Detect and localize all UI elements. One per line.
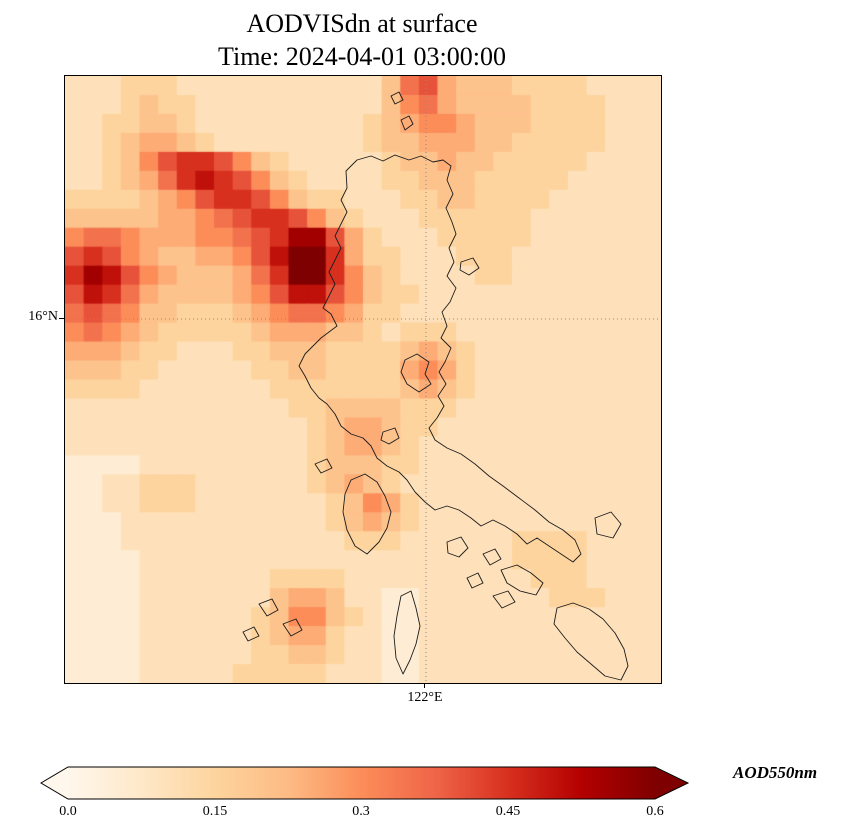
coastline-path	[500, 564, 544, 596]
lon-tick-label: 122°E	[407, 690, 443, 705]
map-overlay	[65, 76, 661, 683]
heatmap-canvas	[65, 76, 661, 683]
coastline-path	[400, 353, 432, 393]
coastline-path	[393, 590, 421, 675]
coastline-path	[314, 458, 333, 474]
coastline-path	[258, 598, 279, 617]
coastline-path	[466, 572, 484, 589]
coastline-path	[492, 590, 516, 609]
coastline-path	[342, 473, 392, 555]
coastlines-group	[242, 91, 629, 681]
figure-title: AODVISdn at surface	[246, 9, 478, 38]
coastline-path	[282, 618, 303, 637]
colorbar-label: AOD550nm	[733, 763, 818, 782]
colorbar-tick-0: 0.0	[59, 804, 77, 819]
colorbar-bar	[40, 766, 690, 800]
colorbar-tick-1: 0.15	[202, 804, 228, 819]
lat-tick-mark	[59, 318, 64, 319]
coastline-path	[242, 626, 260, 642]
lon-tick-mark	[424, 683, 425, 688]
map-axes	[64, 75, 662, 684]
coastline-path	[459, 257, 480, 276]
coastline-path	[298, 154, 582, 563]
coastline-path	[400, 115, 414, 131]
coastline-path	[446, 536, 469, 558]
coastline-path	[482, 548, 502, 566]
figure-subtitle: Time: 2024-04-01 03:00:00	[218, 42, 506, 71]
colorbar-tick-4: 0.6	[646, 804, 664, 819]
colorbar-tick-2: 0.3	[352, 804, 370, 819]
colorbar-tick-3: 0.45	[495, 804, 521, 819]
coastline-path	[390, 91, 404, 105]
coastline-path	[380, 427, 400, 445]
colorbar	[40, 766, 690, 800]
lat-tick-label: 16°N	[28, 309, 58, 324]
coastline-path	[553, 602, 629, 681]
coastline-path	[594, 511, 622, 539]
